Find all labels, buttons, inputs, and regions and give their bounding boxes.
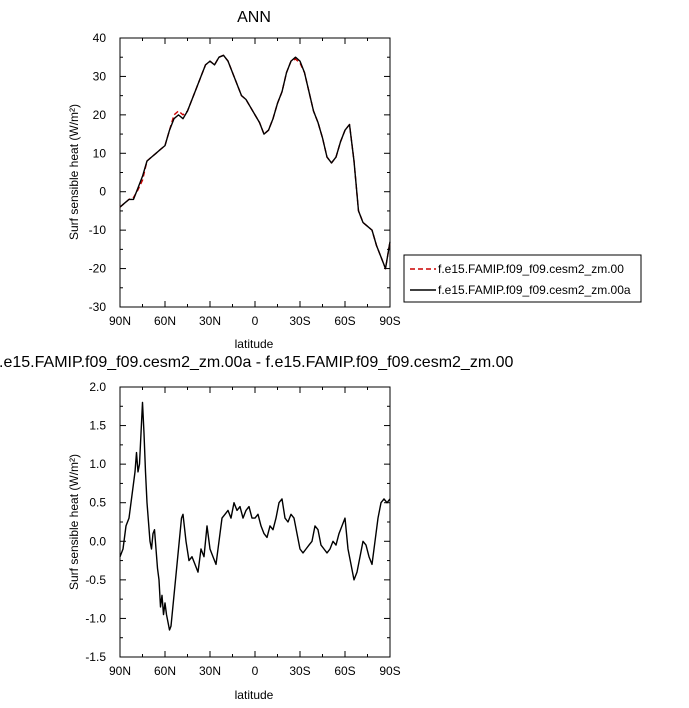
y-tick-label: -1.0: [85, 611, 106, 625]
y-tick-label: 0: [99, 185, 106, 199]
plot-frame: [119, 37, 391, 308]
x-axis-label: latitude: [235, 688, 274, 702]
y-axis: 2.0 1.5 1.0 0.5 0.0 -0.5 -1.0 -1.5: [85, 380, 390, 664]
x-tick-label: 30S: [289, 664, 310, 678]
x-tick-label: 30S: [289, 314, 310, 328]
y-tick-label: -1.5: [85, 650, 106, 664]
x-axis: 90N 60N 30N 0 30S 60S 90S: [109, 387, 401, 678]
x-tick-label: 90S: [379, 664, 400, 678]
x-tick-label: 30N: [199, 664, 221, 678]
chart-title: f.e15.FAMIP.f09_f09.cesm2_zm.00a - f.e15…: [0, 354, 514, 371]
legend-entry-00a: f.e15.FAMIP.f09_f09.cesm2_zm.00a: [438, 283, 631, 297]
x-axis: 90N 60N 30N 0 30S 60S 90S: [109, 38, 401, 328]
series-line-1-0: [119, 401, 391, 631]
y-tick-label: 1.5: [89, 419, 106, 433]
x-tick-label: 90N: [109, 314, 131, 328]
series-line-0-0: [119, 54, 391, 270]
y-tick-label: 1.0: [89, 457, 106, 471]
y-tick-label: 0.0: [89, 534, 106, 548]
x-tick-label: 60N: [154, 664, 176, 678]
legend-entry-00: f.e15.FAMIP.f09_f09.cesm2_zm.00: [438, 262, 624, 276]
y-axis-label: Surf sensible heat (W/m²): [67, 454, 81, 590]
y-tick-label: 10: [93, 146, 107, 160]
legend-box: [403, 254, 642, 303]
x-tick-label: 30N: [199, 314, 221, 328]
y-tick-label: 20: [93, 108, 107, 122]
x-tick-label: 90N: [109, 664, 131, 678]
chart-panel-difference: f.e15.FAMIP.f09_f09.cesm2_zm.00a - f.e15…: [0, 354, 514, 702]
y-tick-label: -30: [89, 300, 107, 314]
x-axis-label: latitude: [235, 337, 274, 351]
x-tick-label: 0: [252, 314, 259, 328]
y-tick-label: -0.5: [85, 573, 106, 587]
series-line-0-1: [119, 54, 391, 270]
x-tick-label: 60N: [154, 314, 176, 328]
y-tick-label: 0.5: [89, 496, 106, 510]
legend: f.e15.FAMIP.f09_f09.cesm2_zm.00 f.e15.FA…: [403, 254, 642, 303]
y-axis: 40 30 20 10 0 -10 -20 -30: [89, 31, 390, 314]
y-tick-label: 40: [93, 31, 107, 45]
series-lines: [119, 401, 391, 631]
y-tick-label: -10: [89, 223, 107, 237]
x-tick-label: 60S: [334, 664, 355, 678]
chart-title: ANN: [237, 9, 271, 26]
plot-frame: [119, 386, 391, 658]
y-tick-label: 30: [93, 69, 107, 83]
y-tick-label: 2.0: [89, 380, 106, 394]
y-tick-label: -20: [89, 262, 107, 276]
x-tick-label: 60S: [334, 314, 355, 328]
x-tick-label: 90S: [379, 314, 400, 328]
y-axis-label: Surf sensible heat (W/m²): [67, 104, 81, 240]
series-lines: [119, 54, 391, 270]
x-tick-label: 0: [252, 664, 259, 678]
